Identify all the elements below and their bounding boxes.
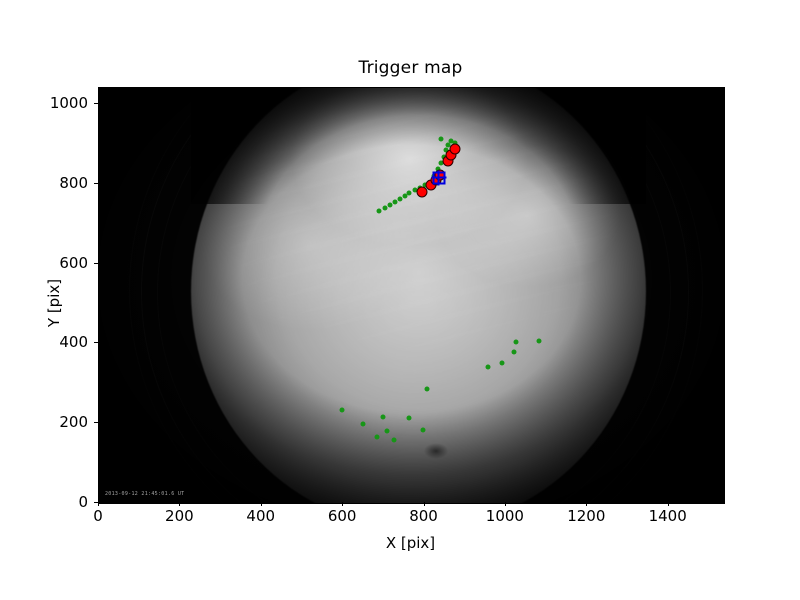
y-tick — [94, 502, 98, 503]
x-tick-label: 600 — [327, 507, 357, 525]
scatter-point-triggers — [397, 196, 403, 202]
scatter-point-triggers — [374, 434, 379, 440]
y-tick-label: 1000 — [49, 93, 88, 112]
x-tick-label: 200 — [165, 507, 194, 525]
scatter-point-triggers — [435, 166, 441, 172]
plot-area: 2013-09-12 21:45:01.6 UT — [98, 87, 725, 504]
x-tick — [342, 502, 344, 506]
scatter-point-triggers — [387, 202, 393, 208]
x-tick — [667, 502, 669, 506]
scatter-point-triggers — [438, 160, 444, 166]
y-tick — [94, 102, 98, 104]
scatter-point-triggers — [448, 138, 454, 144]
y-tick-label: 0 — [78, 493, 88, 511]
lens-vignette — [99, 88, 724, 503]
x-tick — [179, 502, 181, 506]
y-tick-label: 400 — [59, 333, 88, 352]
x-axis-label: X [pix] — [385, 534, 436, 552]
scatter-point-triggers — [445, 142, 451, 148]
x-tick-label: 800 — [409, 507, 438, 525]
x-tick — [98, 502, 99, 506]
timestamp-watermark: 2013-09-12 21:45:01.6 UT — [105, 491, 185, 497]
scatter-point-triggers — [360, 421, 366, 427]
y-tick — [94, 182, 98, 184]
x-tick-label: 1400 — [648, 507, 687, 525]
scatter-point-triggers — [511, 349, 517, 355]
scatter-point-detections — [416, 186, 428, 198]
scatter-point-triggers — [380, 414, 386, 420]
y-tick-label: 600 — [59, 253, 88, 272]
scatter-point-triggers — [406, 190, 412, 196]
page-title: Trigger map — [358, 58, 463, 78]
y-tick-label: 200 — [59, 413, 88, 432]
scatter-point-triggers — [485, 364, 491, 370]
x-tick-label: 1000 — [485, 507, 524, 525]
y-tick-label: 800 — [59, 173, 88, 192]
y-tick — [94, 262, 98, 264]
scatter-point-triggers — [392, 199, 398, 205]
x-tick — [260, 502, 262, 506]
x-tick-label: 1200 — [567, 507, 606, 525]
scatter-point-triggers — [422, 182, 428, 188]
x-tick — [423, 502, 425, 506]
x-tick — [504, 502, 506, 506]
allsky-background-image: 2013-09-12 21:45:01.6 UT — [99, 88, 724, 503]
scatter-point-centroid — [431, 170, 447, 186]
scatter-point-triggers — [391, 437, 397, 443]
scatter-point-triggers — [412, 187, 418, 193]
scatter-point-triggers — [452, 140, 458, 146]
y-tick — [94, 422, 98, 424]
y-axis-label: Y [pix] — [45, 278, 63, 328]
scatter-point-triggers — [424, 386, 430, 392]
scatter-point-triggers — [443, 147, 449, 153]
scatter-point-triggers — [420, 427, 426, 433]
scatter-point-triggers — [499, 360, 505, 366]
scatter-point-triggers — [339, 407, 344, 413]
scatter-point-triggers — [376, 208, 382, 214]
x-tick-label: 0 — [93, 507, 103, 525]
scatter-point-triggers — [382, 205, 388, 211]
scatter-point-triggers — [406, 415, 412, 421]
scatter-point-triggers — [536, 338, 542, 344]
y-tick — [94, 342, 98, 344]
x-tick-label: 400 — [246, 507, 276, 525]
x-tick — [586, 502, 588, 506]
scatter-point-triggers — [384, 428, 390, 434]
scatter-point-triggers — [402, 193, 408, 199]
scatter-point-triggers — [438, 136, 444, 142]
scatter-point-detections — [449, 143, 461, 155]
scatter-point-triggers — [513, 339, 519, 345]
